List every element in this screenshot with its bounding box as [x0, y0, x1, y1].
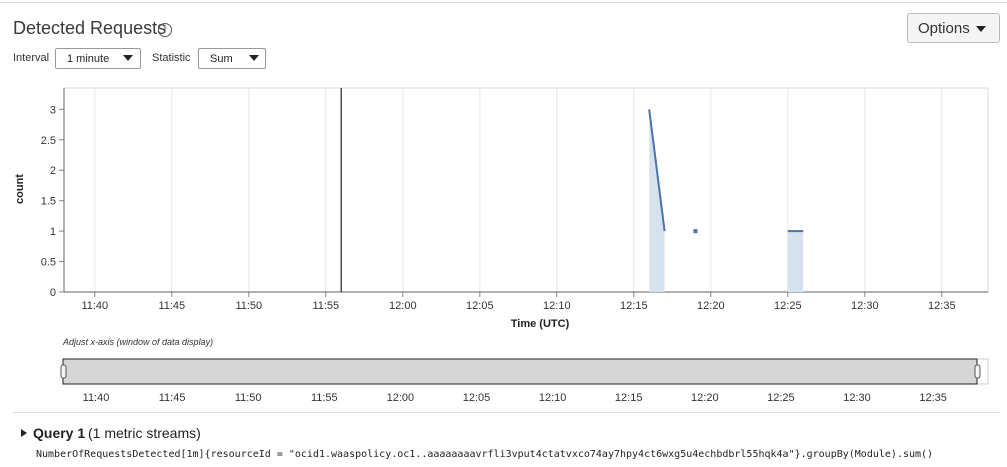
x-tick-label: 12:05: [466, 300, 494, 312]
section-divider: [13, 412, 1000, 413]
query-title[interactable]: Query 1: [33, 425, 86, 441]
top-divider: [0, 2, 1007, 3]
navigator-right-handle: [974, 364, 981, 379]
navigator-tick-label: 11:55: [311, 392, 338, 404]
navigator-tick-label: 11:40: [83, 392, 110, 404]
chevron-down-icon: [123, 55, 133, 61]
interval-value: 1 minute: [67, 53, 110, 65]
navigator-tick-label: 12:25: [767, 392, 795, 404]
x-tick-label: 12:30: [851, 300, 879, 312]
navigator-tick-label: 12:10: [539, 392, 567, 404]
x-tick-label: 12:15: [620, 300, 648, 312]
statistic-label: Statistic: [152, 52, 191, 64]
y-tick-label: 0.5: [41, 257, 56, 269]
page-title: Detected Requests: [13, 18, 167, 38]
x-axis-label: Time (UTC): [511, 318, 570, 330]
navigator-tick-label: 12:30: [843, 392, 871, 404]
x-tick-label: 11:55: [312, 300, 339, 312]
statistic-value: Sum: [210, 53, 233, 65]
options-button[interactable]: Options: [907, 13, 1000, 43]
series-area: [649, 109, 665, 292]
interval-select[interactable]: 1 minute: [55, 48, 141, 69]
navigator-tick-label: 12:05: [463, 392, 491, 404]
y-tick-label: 1.5: [41, 196, 56, 208]
data-point: [693, 229, 698, 234]
y-tick-label: 0: [50, 287, 56, 299]
expand-caret-icon[interactable]: [21, 429, 27, 437]
navigator-tick-label: 12:35: [919, 392, 947, 404]
navigator-tick-label: 12:20: [691, 392, 719, 404]
navigator-tick-label: 11:50: [235, 392, 262, 404]
x-axis-navigator[interactable]: 11:40 11:45 11:50 11:55 12:00 12:05 12:10 12:15…: [0, 354, 1007, 408]
x-tick-label: 11:45: [158, 300, 185, 312]
options-label: Options: [918, 20, 970, 37]
navigator-tick-label: 12:15: [615, 392, 643, 404]
requests-chart[interactable]: 11:40 11:45 11:50 11:55 12:00 12:05 12:10 12:15…: [0, 80, 1007, 336]
plot-area: [63, 87, 989, 293]
info-icon[interactable]: i: [158, 23, 172, 37]
navigator-window: [62, 358, 978, 385]
x-tick-label: 12:00: [389, 300, 417, 312]
series-area: [787, 231, 804, 292]
chevron-down-icon: [976, 26, 986, 32]
query-streams: (1 metric streams): [88, 425, 201, 441]
x-tick-label: 12:25: [774, 300, 802, 312]
y-tick-label: 3: [50, 104, 56, 116]
x-tick-label: 12:35: [928, 300, 956, 312]
x-tick-label: 11:40: [81, 300, 108, 312]
navigator-left-handle: [60, 364, 67, 379]
x-tick-label: 12:10: [543, 300, 571, 312]
navigator-tick-label: 12:00: [387, 392, 415, 404]
interval-label: Interval: [13, 52, 50, 64]
y-axis-label: count: [14, 174, 26, 204]
y-tick-label: 2.5: [41, 135, 56, 147]
y-tick-label: 2: [50, 165, 56, 177]
chevron-down-icon: [249, 55, 259, 61]
x-tick-label: 12:20: [697, 300, 725, 312]
navigator-tick-label: 11:45: [159, 392, 186, 404]
statistic-select[interactable]: Sum: [198, 48, 266, 69]
series-line: [648, 109, 666, 232]
navigator-label: Adjust x-axis (window of data display): [63, 337, 214, 347]
y-tick-label: 1: [50, 226, 56, 238]
x-tick-label: 11:50: [235, 300, 262, 312]
query-expression: NumberOfRequestsDetected[1m]{resourceId …: [36, 449, 934, 460]
